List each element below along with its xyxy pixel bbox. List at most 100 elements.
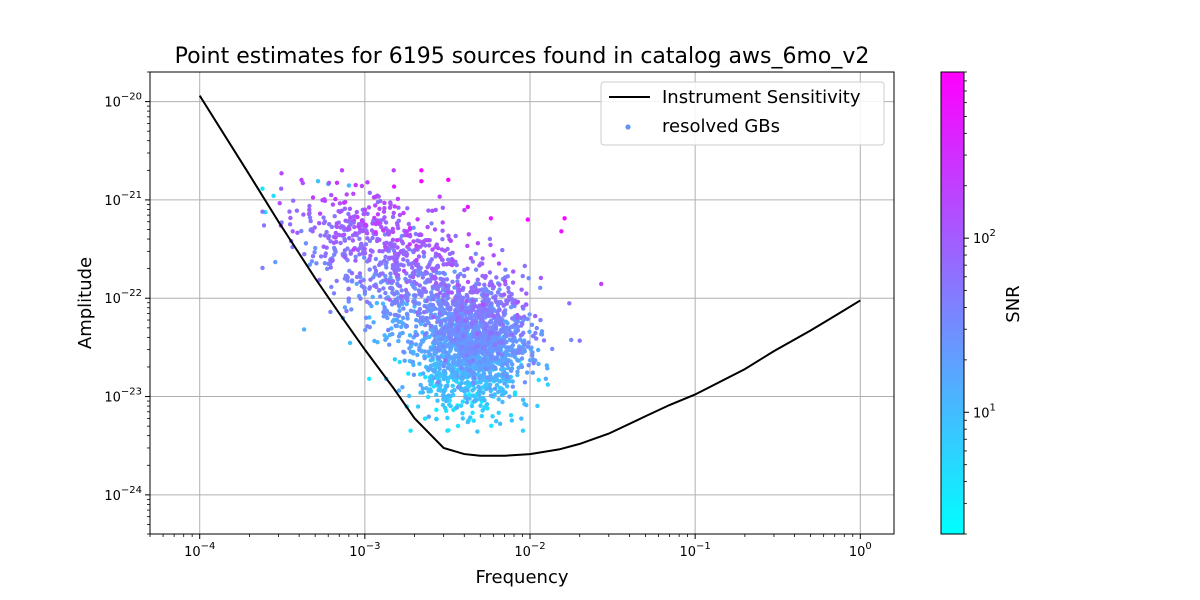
scatter-point	[482, 398, 487, 403]
scatter-point	[427, 262, 432, 267]
scatter-point	[510, 343, 516, 348]
y-tick-label: 10−22	[104, 288, 142, 307]
scatter-point	[395, 265, 400, 271]
scatter-point	[496, 410, 501, 415]
scatter-point	[487, 236, 493, 242]
scatter-point	[489, 423, 494, 428]
scatter-point	[334, 278, 339, 284]
scatter-point	[446, 344, 451, 349]
scatter-point	[506, 294, 512, 299]
scatter-point	[325, 266, 330, 271]
scatter-point	[347, 340, 353, 346]
scatter-point	[489, 291, 494, 296]
scatter-point	[450, 375, 456, 380]
scatter-point	[406, 221, 411, 227]
scatter-point	[467, 342, 473, 347]
scatter-point	[510, 280, 516, 285]
scatter-point	[329, 259, 334, 264]
scatter-point	[391, 168, 396, 173]
scatter-point	[473, 267, 479, 272]
scatter-point	[476, 360, 482, 365]
scatter-point	[408, 308, 414, 313]
scatter-point	[441, 343, 446, 349]
scatter-point	[413, 342, 419, 347]
scatter-point	[478, 403, 483, 408]
scatter-point	[449, 290, 454, 295]
scatter-point	[495, 290, 501, 295]
scatter-point	[385, 315, 390, 321]
scatter-point	[502, 381, 507, 386]
scatter-point	[362, 207, 368, 212]
scatter-point	[386, 232, 391, 237]
scatter-point	[384, 309, 390, 314]
scatter-point	[437, 348, 442, 353]
scatter-point	[430, 355, 435, 360]
scatter-point	[460, 416, 465, 421]
scatter-point	[342, 226, 348, 231]
scatter-point	[348, 215, 353, 220]
scatter-point	[368, 277, 373, 282]
scatter-point	[429, 290, 434, 295]
scatter-point	[443, 283, 448, 288]
scatter-point	[510, 316, 515, 321]
scatter-point	[366, 205, 372, 210]
scatter-point	[455, 279, 460, 284]
scatter-point	[396, 205, 401, 210]
scatter-point	[499, 340, 504, 345]
scatter-point	[404, 296, 409, 301]
scatter-point	[469, 321, 475, 327]
scatter-point	[362, 251, 368, 256]
x-tick-label: 10−2	[514, 541, 545, 560]
scatter-point	[312, 225, 317, 230]
scatter-point	[474, 331, 480, 336]
scatter-point	[414, 243, 419, 248]
scatter-point	[362, 255, 367, 260]
scatter-point	[397, 359, 402, 365]
scatter-point	[350, 238, 356, 243]
scatter-point	[514, 300, 520, 305]
scatter-point	[427, 352, 433, 357]
scatter-point	[481, 345, 486, 350]
scatter-point	[464, 387, 470, 392]
scatter-point	[469, 346, 475, 351]
scatter-point	[328, 239, 333, 244]
scatter-point	[302, 252, 307, 257]
scatter-point	[318, 254, 324, 259]
scatter-point	[373, 194, 378, 200]
scatter-point	[470, 307, 475, 312]
scatter-point	[434, 292, 439, 298]
scatter-point	[466, 359, 472, 364]
scatter-point	[424, 298, 429, 304]
scatter-point	[308, 218, 313, 224]
x-tick-label: 10−4	[184, 541, 215, 560]
scatter-point	[487, 270, 493, 275]
colorbar-label: SNR	[1003, 285, 1024, 322]
scatter-point	[351, 218, 357, 223]
scatter-point	[439, 247, 445, 252]
scatter-point	[332, 247, 338, 252]
scatter-point	[465, 294, 470, 299]
scatter-point	[508, 305, 514, 310]
scatter-point	[353, 182, 358, 188]
scatter-point	[515, 312, 520, 318]
scatter-point	[415, 310, 420, 315]
scatter-point	[387, 297, 392, 302]
scatter-point	[477, 376, 482, 381]
scatter-point	[358, 296, 363, 301]
scatter-point	[449, 262, 455, 268]
scatter-point	[342, 206, 348, 211]
scatter-point	[450, 258, 455, 263]
scatter-point	[422, 286, 427, 292]
scatter-point	[453, 337, 458, 342]
scatter-point	[390, 214, 396, 220]
scatter-point	[399, 239, 405, 244]
scatter-point	[405, 312, 410, 318]
scatter-point	[498, 299, 503, 305]
scatter-point	[515, 358, 521, 363]
scatter-point	[476, 314, 482, 319]
scatter-point	[401, 263, 406, 268]
scatter-point	[504, 360, 509, 366]
scatter-point	[441, 326, 446, 331]
scatter-point	[462, 273, 467, 279]
scatter-point	[512, 392, 518, 397]
